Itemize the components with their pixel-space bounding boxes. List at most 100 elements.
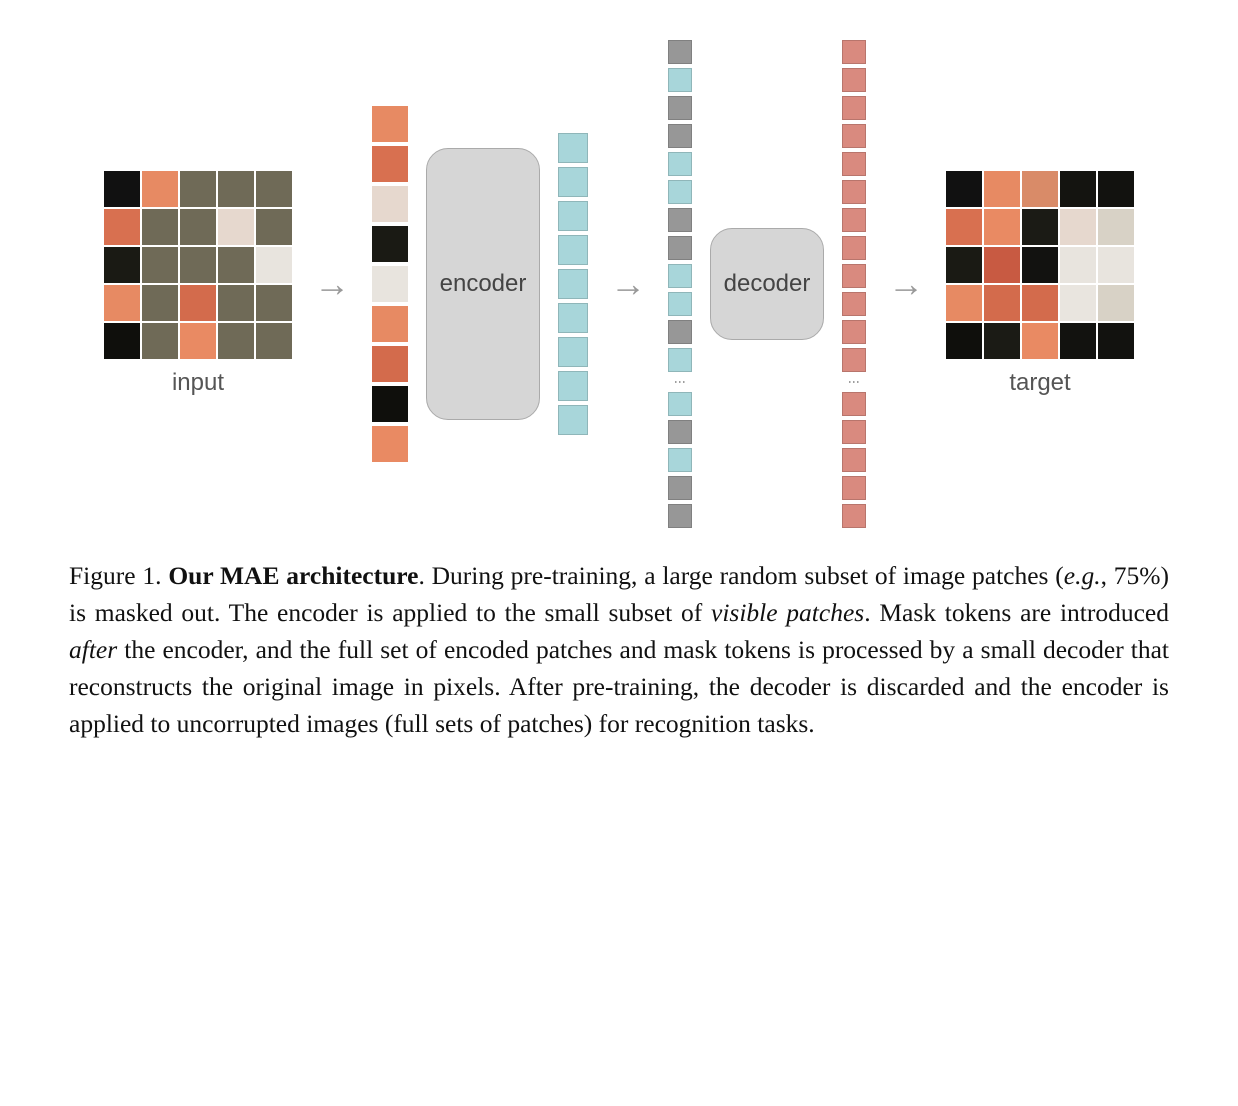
mask-token bbox=[668, 96, 692, 120]
decoder-block: decoder bbox=[710, 228, 824, 340]
target-patch bbox=[1098, 285, 1134, 321]
target-patch bbox=[984, 247, 1020, 283]
encoded-token bbox=[668, 392, 692, 416]
decoded-token bbox=[842, 348, 866, 372]
decoded-token bbox=[842, 476, 866, 500]
input-patch bbox=[142, 247, 178, 283]
decoded-token bbox=[842, 152, 866, 176]
mask-token bbox=[668, 320, 692, 344]
input-patch bbox=[180, 209, 216, 245]
visible-patch-token bbox=[372, 386, 408, 422]
input-label: input bbox=[172, 369, 224, 397]
arrow-icon: → bbox=[606, 266, 650, 302]
mask-token bbox=[668, 420, 692, 444]
mask-token bbox=[668, 40, 692, 64]
unshuffled-tokens-column: ⋮ bbox=[668, 40, 692, 528]
mae-architecture-diagram: input → encoder → ⋮ decoder ⋮ → target bbox=[60, 40, 1178, 528]
caption-text: . Mask tokens are introduced bbox=[864, 598, 1169, 627]
input-patch bbox=[104, 247, 140, 283]
decoder-block-label: decoder bbox=[724, 270, 811, 298]
target-patch bbox=[946, 171, 982, 207]
encoded-token bbox=[558, 371, 588, 401]
decoded-token bbox=[842, 292, 866, 316]
caption-text: visible patches bbox=[711, 598, 864, 627]
input-patch bbox=[180, 171, 216, 207]
target-patch bbox=[1098, 209, 1134, 245]
decoded-token bbox=[842, 68, 866, 92]
target-patch bbox=[1022, 323, 1058, 359]
target-patch bbox=[984, 323, 1020, 359]
arrow-icon: → bbox=[310, 266, 354, 302]
mask-token bbox=[668, 208, 692, 232]
input-patch bbox=[180, 247, 216, 283]
decoded-token bbox=[842, 264, 866, 288]
target-patch bbox=[1098, 247, 1134, 283]
encoded-token bbox=[668, 448, 692, 472]
encoded-token bbox=[558, 337, 588, 367]
encoded-token bbox=[558, 201, 588, 231]
encoded-token bbox=[668, 180, 692, 204]
target-patch bbox=[1022, 171, 1058, 207]
input-patch bbox=[218, 171, 254, 207]
decoded-token bbox=[842, 320, 866, 344]
target-label: target bbox=[1009, 369, 1070, 397]
decoded-token bbox=[842, 392, 866, 416]
encoded-token bbox=[668, 292, 692, 316]
input-patch bbox=[104, 323, 140, 359]
caption-figure-label: Figure 1. bbox=[69, 561, 168, 590]
target-patch bbox=[984, 209, 1020, 245]
input-patch bbox=[142, 171, 178, 207]
mask-token bbox=[668, 236, 692, 260]
encoded-token bbox=[668, 264, 692, 288]
ellipsis-icon: ⋮ bbox=[849, 376, 859, 388]
input-column: input bbox=[104, 171, 292, 397]
input-patch bbox=[142, 323, 178, 359]
target-patch bbox=[1060, 247, 1096, 283]
mask-token bbox=[668, 476, 692, 500]
input-patch bbox=[256, 285, 292, 321]
mask-token bbox=[668, 504, 692, 528]
encoded-tokens-column bbox=[558, 133, 588, 435]
decoded-token bbox=[842, 208, 866, 232]
visible-patch-token bbox=[372, 226, 408, 262]
input-patch bbox=[104, 209, 140, 245]
visible-patch-token bbox=[372, 186, 408, 222]
mask-token bbox=[668, 124, 692, 148]
decoded-token bbox=[842, 180, 866, 204]
input-patch bbox=[256, 323, 292, 359]
figure-caption: Figure 1. Our MAE architecture. During p… bbox=[69, 558, 1169, 743]
encoded-token bbox=[668, 152, 692, 176]
input-patch bbox=[256, 247, 292, 283]
caption-text: after bbox=[69, 635, 117, 664]
decoded-token bbox=[842, 40, 866, 64]
target-patch bbox=[1022, 285, 1058, 321]
target-patch bbox=[984, 171, 1020, 207]
ellipsis-icon: ⋮ bbox=[675, 376, 685, 388]
target-patch bbox=[1022, 209, 1058, 245]
encoded-token bbox=[558, 133, 588, 163]
input-patch bbox=[180, 323, 216, 359]
visible-patch-token bbox=[372, 306, 408, 342]
encoded-token bbox=[668, 348, 692, 372]
encoded-token bbox=[558, 269, 588, 299]
target-patch bbox=[946, 209, 982, 245]
input-patch bbox=[104, 285, 140, 321]
target-patch-grid bbox=[946, 171, 1134, 359]
target-patch bbox=[946, 247, 982, 283]
encoded-token bbox=[558, 303, 588, 333]
target-patch bbox=[1060, 285, 1096, 321]
encoded-token bbox=[558, 235, 588, 265]
encoded-token bbox=[558, 405, 588, 435]
visible-patch-token bbox=[372, 146, 408, 182]
decoded-tokens-column: ⋮ bbox=[842, 40, 866, 528]
input-patch bbox=[218, 323, 254, 359]
encoder-block: encoder bbox=[426, 148, 540, 420]
decoded-token bbox=[842, 236, 866, 260]
decoded-token bbox=[842, 504, 866, 528]
caption-text: e.g. bbox=[1064, 561, 1101, 590]
input-patch bbox=[104, 171, 140, 207]
visible-patch-token bbox=[372, 266, 408, 302]
target-column: target bbox=[946, 171, 1134, 397]
target-patch bbox=[1098, 171, 1134, 207]
encoded-token bbox=[558, 167, 588, 197]
